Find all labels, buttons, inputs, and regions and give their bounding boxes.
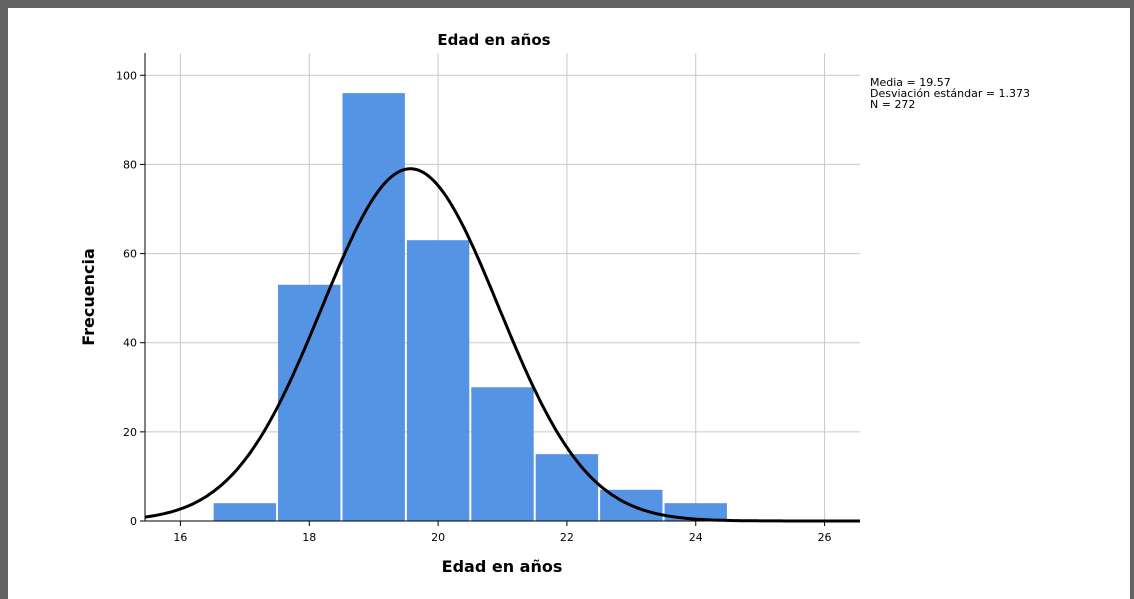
x-tick-label: 26 xyxy=(818,531,832,544)
stat-mean: Media = 19.57 xyxy=(870,76,951,89)
x-tick-label: 16 xyxy=(173,531,187,544)
stat-sd: Desviación estándar = 1.373 xyxy=(870,87,1030,100)
y-tick-label: 0 xyxy=(130,515,137,528)
histogram-bar xyxy=(342,93,405,521)
y-tick-label: 20 xyxy=(123,426,137,439)
x-axis-title: Edad en años xyxy=(442,557,563,576)
histogram-bar xyxy=(278,284,341,521)
x-tick-label: 22 xyxy=(560,531,574,544)
x-tick-label: 18 xyxy=(302,531,316,544)
stats-box: Media = 19.57 Desviación estándar = 1.37… xyxy=(870,76,1030,111)
histogram-bar xyxy=(471,387,534,521)
x-tick-label: 20 xyxy=(431,531,445,544)
x-tick-label: 24 xyxy=(689,531,703,544)
chart-frame: 0 20 40 60 80 100 16 18 20 22 24 26 Edad en años Ed… xyxy=(8,8,1130,599)
bars xyxy=(213,93,727,521)
y-tick-label: 60 xyxy=(123,248,137,261)
histogram-chart: 0 20 40 60 80 100 16 18 20 22 24 26 Edad en años Ed… xyxy=(79,31,1030,576)
histogram-bar xyxy=(406,240,470,521)
stat-n: N = 272 xyxy=(870,98,915,111)
tick-labels: 0 20 40 60 80 100 16 18 20 22 24 26 xyxy=(116,69,832,544)
grid xyxy=(145,53,860,521)
axes xyxy=(144,53,860,522)
histogram-bar xyxy=(535,454,599,521)
y-tick-label: 40 xyxy=(123,337,137,350)
chart-title: Edad en años xyxy=(437,31,550,49)
y-axis-title: Frecuencia xyxy=(79,248,98,346)
y-tick-label: 80 xyxy=(123,158,137,171)
y-tick-label: 100 xyxy=(116,69,137,82)
histogram-bar xyxy=(213,503,277,521)
